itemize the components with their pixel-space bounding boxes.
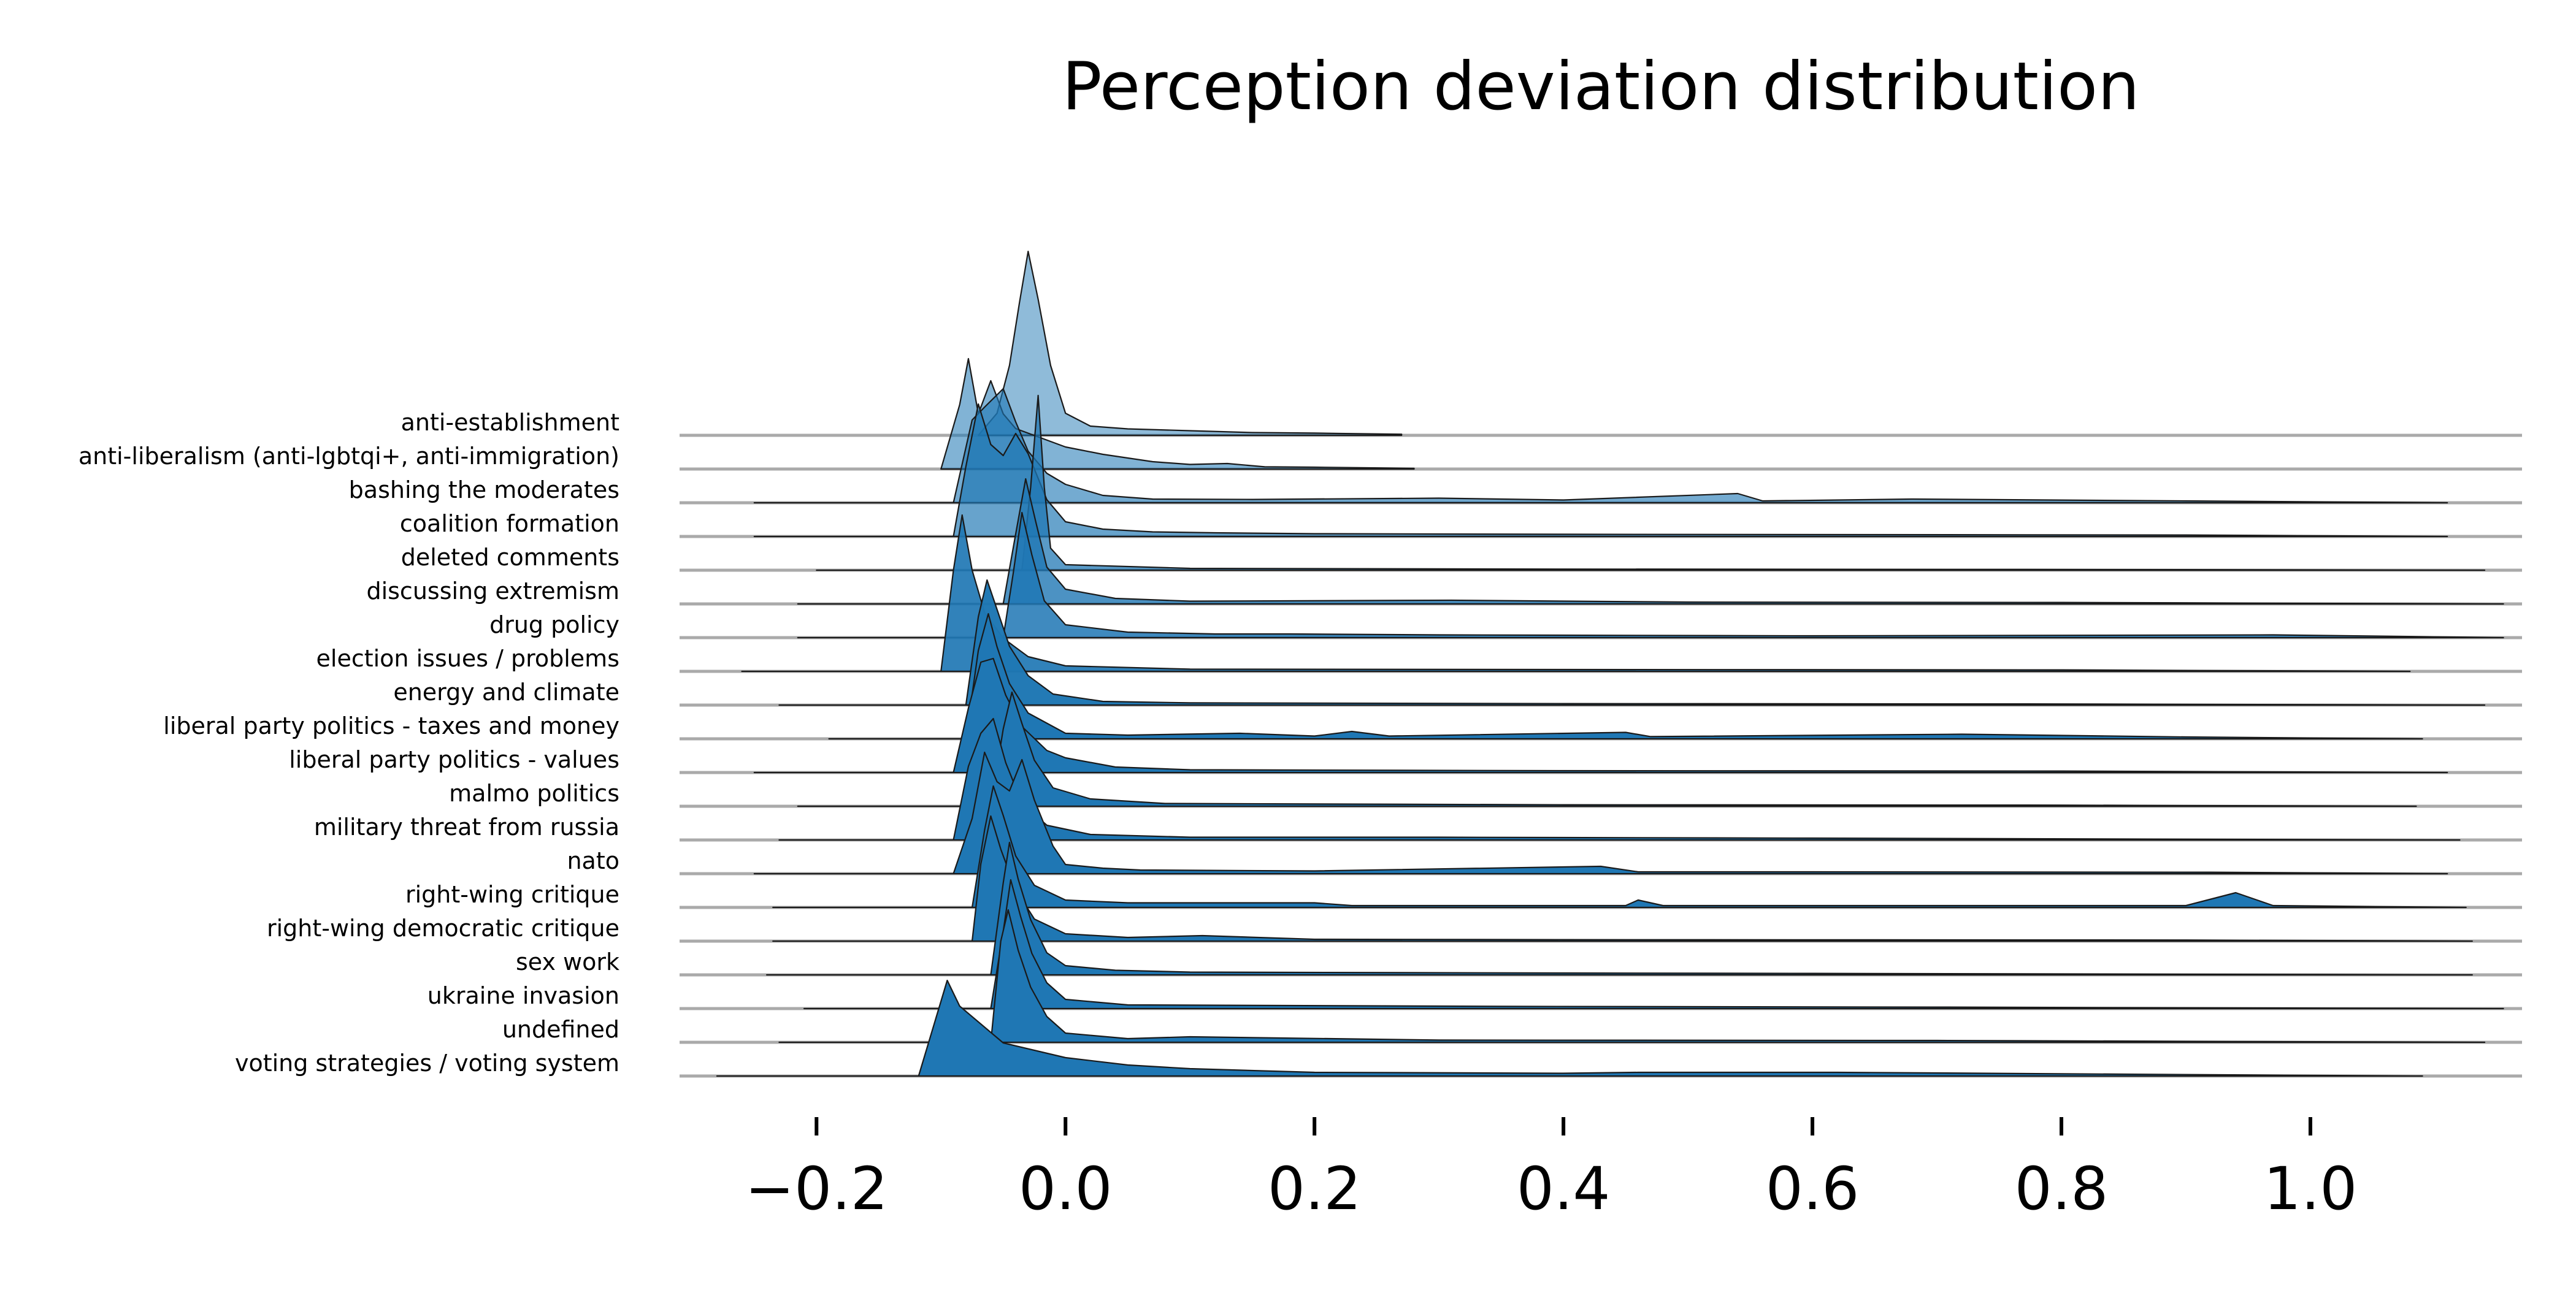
category-label: malmo politics: [449, 780, 619, 807]
category-label: military threat from russia: [314, 814, 619, 841]
category-label: right-wing democratic critique: [267, 915, 619, 942]
category-label: deleted comments: [401, 544, 619, 571]
density-ridge: [753, 403, 2448, 538]
density-ridge: [753, 387, 2448, 504]
category-label: liberal party politics - taxes and money: [163, 712, 619, 739]
density-ridge: [797, 478, 2504, 605]
density-ridge: [741, 514, 2411, 673]
density-ridge: [716, 979, 2423, 1077]
category-label: sex work: [516, 948, 619, 975]
category-labels: anti-establishment anti-liberalism (anti-…: [79, 409, 619, 1077]
density-ridge: [797, 511, 2504, 639]
density-ridge: [753, 657, 2448, 774]
x-tick-label: 0.6: [1766, 1155, 1860, 1223]
x-tick-label: 0.8: [2015, 1155, 2109, 1223]
category-label: discussing extremism: [366, 578, 619, 605]
density-ridge: [778, 579, 2486, 706]
category-label: voting strategies / voting system: [235, 1050, 619, 1077]
x-tick-label: 1.0: [2264, 1155, 2358, 1223]
category-label: bashing the moderates: [349, 476, 619, 503]
density-ridge: [753, 751, 2448, 875]
density-ridge: [978, 250, 1403, 437]
density-ridge: [797, 691, 2417, 807]
category-label: undefined: [502, 1016, 619, 1043]
x-tick-label: 0.2: [1268, 1155, 1362, 1223]
density-ridge: [772, 815, 2473, 942]
density-ridge: [772, 785, 2467, 909]
category-label: liberal party politics - values: [289, 746, 619, 773]
x-tick-label: 0.0: [1019, 1155, 1113, 1223]
category-label: anti-liberalism (anti-lgbtqi+, anti-immi…: [79, 443, 619, 470]
density-ridge: [778, 909, 2486, 1044]
category-label: drug policy: [489, 611, 619, 638]
category-label: energy and climate: [393, 679, 619, 706]
ridges: [680, 250, 2522, 1078]
x-tick-label: 0.4: [1517, 1155, 1611, 1223]
category-label: election issues / problems: [316, 645, 619, 672]
category-label: right-wing critique: [405, 881, 619, 908]
category-label: nato: [567, 847, 619, 874]
x-axis: −0.2 0.0 0.2 0.4 0.6 0.8 1.0: [745, 1117, 2358, 1223]
category-label: anti-establishment: [401, 409, 619, 436]
density-ridge: [766, 841, 2473, 976]
chart-title: Perception deviation distribution: [1062, 48, 2139, 125]
x-tick-label: −0.2: [745, 1155, 888, 1223]
category-label: ukraine invasion: [427, 982, 619, 1009]
category-label: coalition formation: [400, 510, 619, 537]
